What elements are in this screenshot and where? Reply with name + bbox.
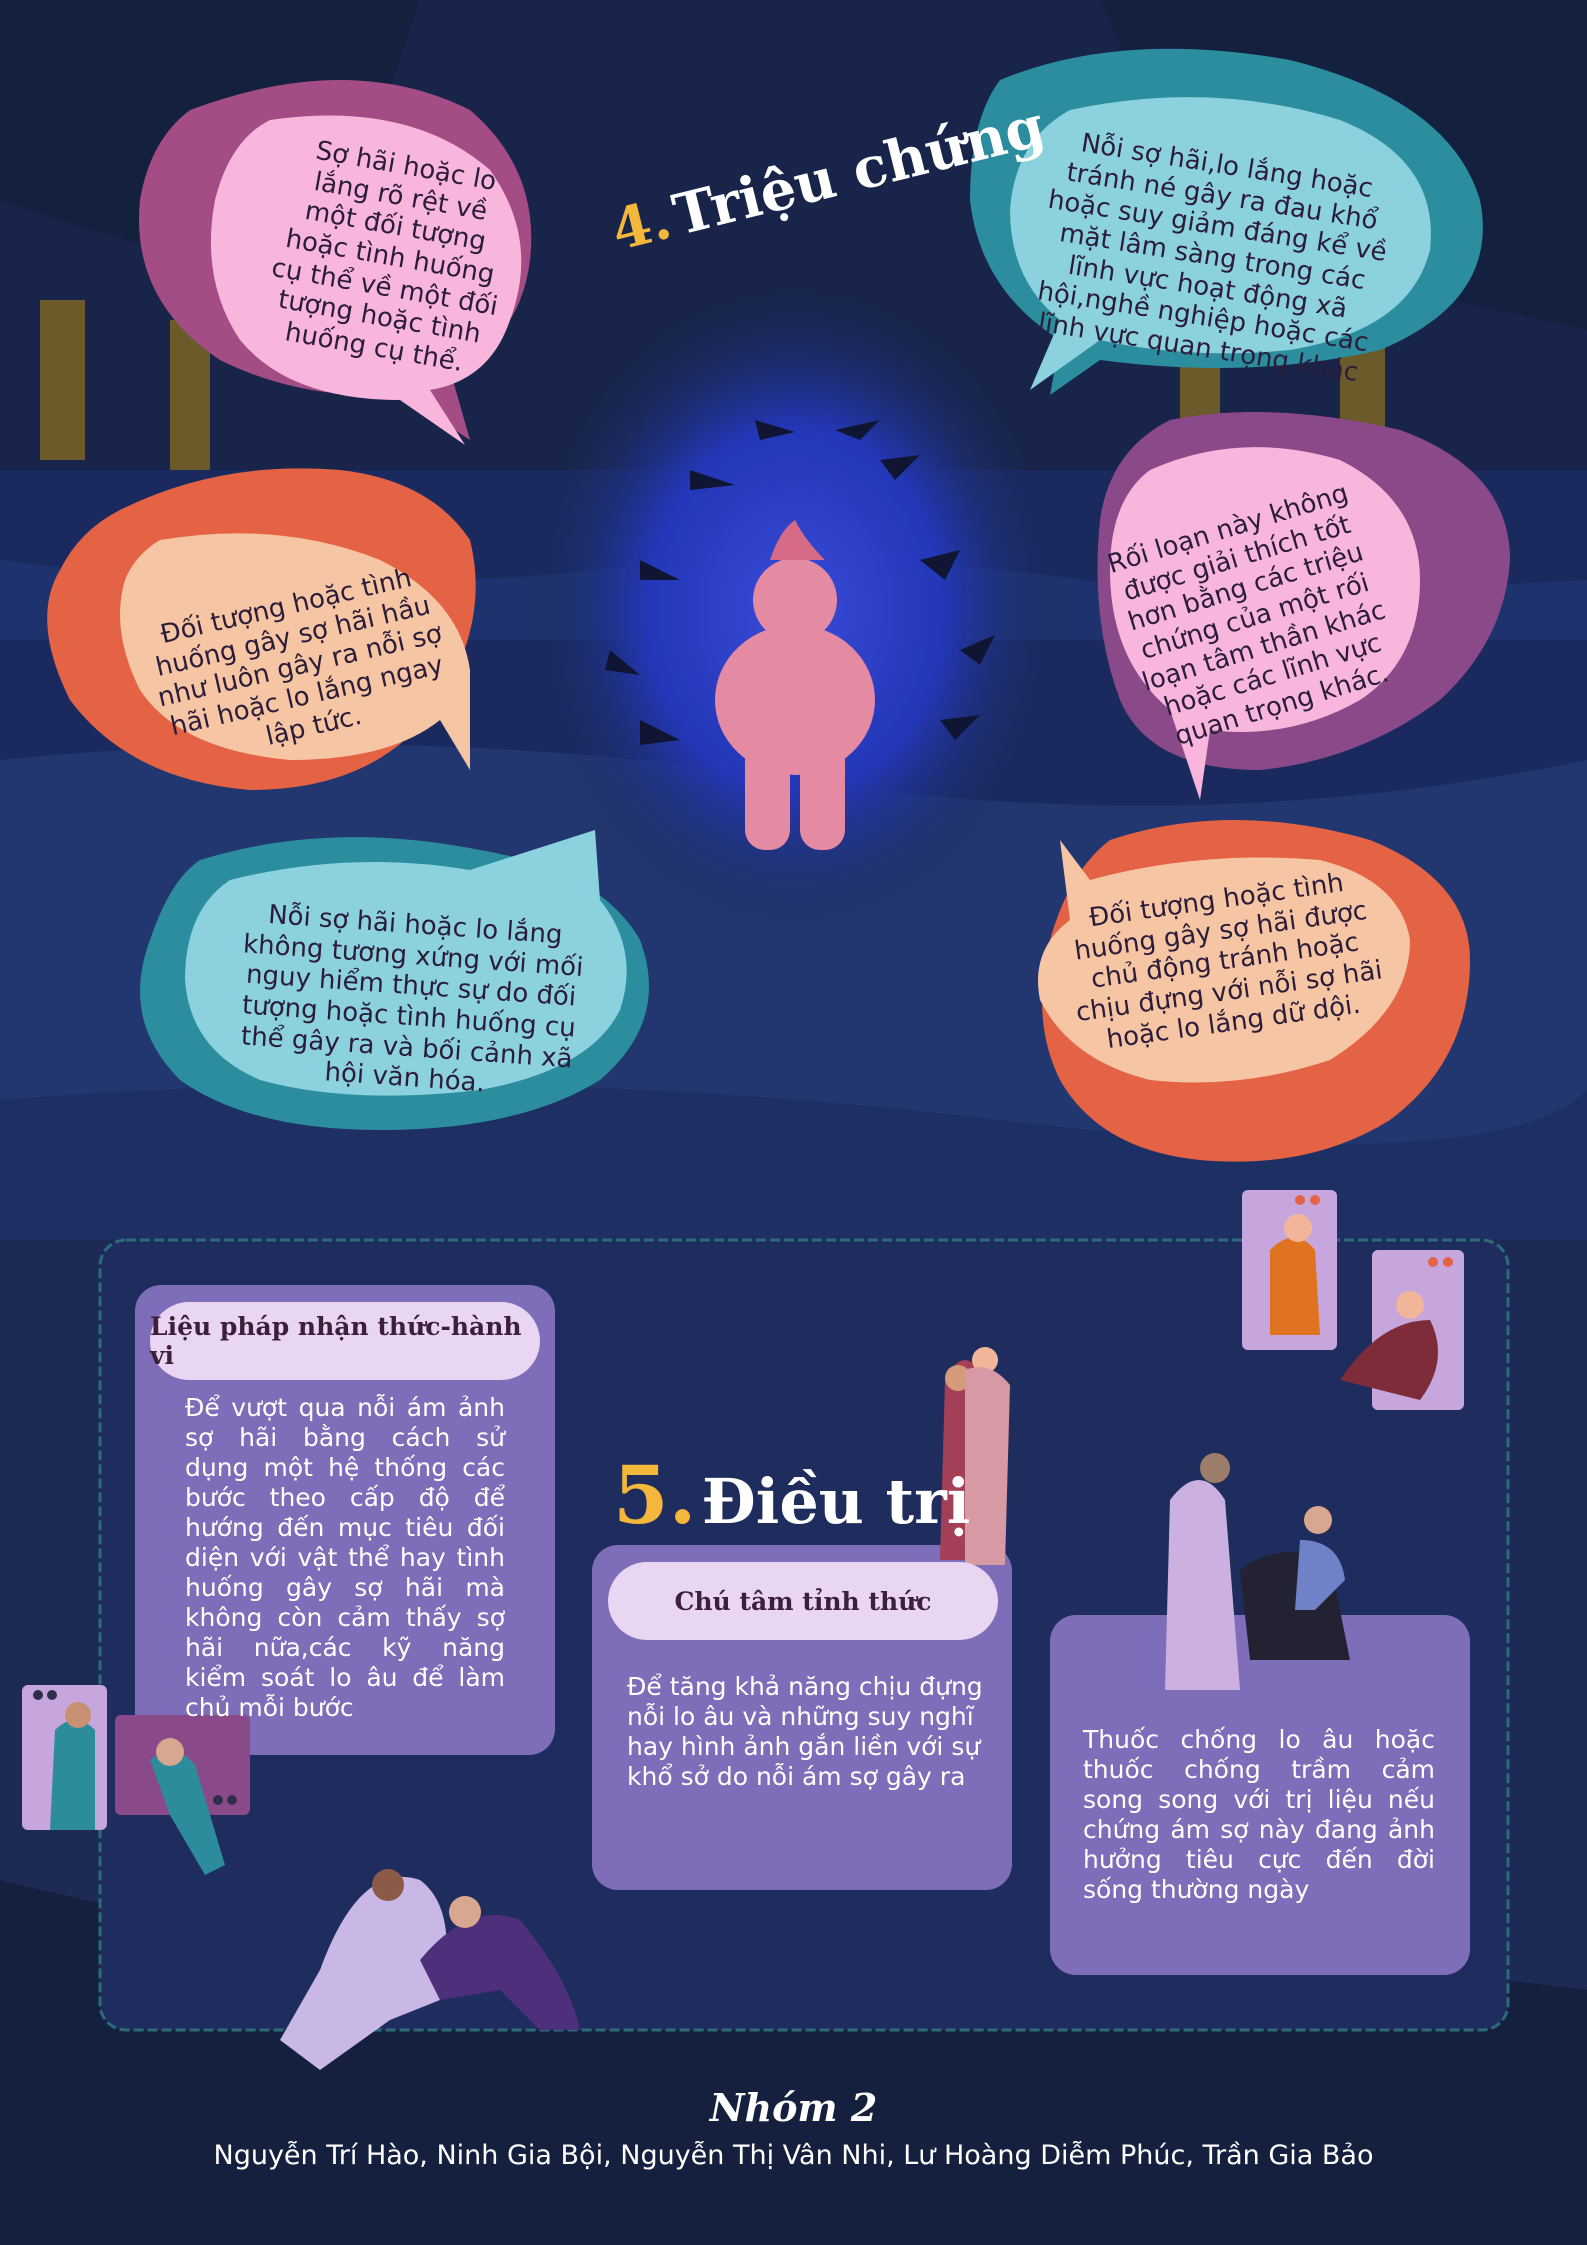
cbt-label: Liệu pháp nhận thức-hành vi	[150, 1302, 540, 1380]
sitting-pair-illustration	[280, 1869, 580, 2070]
group-members: Nguyễn Trí Hào, Ninh Gia Bội, Nguyễn Thị…	[213, 2140, 1374, 2171]
people-illustration-top-right	[1242, 1190, 1464, 1410]
treatment-title-number: 5.	[613, 1448, 697, 1542]
symptom-bubble-1: Sợ hãi hoặc lo lắng rõ rệt về một đối tư…	[269, 135, 501, 379]
mindfulness-description: Để tăng khả năng chịu đựng nỗi lo âu và …	[627, 1672, 983, 1791]
hugging-couple-illustration	[940, 1347, 1010, 1565]
treatment-title-text: Điều trị	[701, 1465, 971, 1538]
cbt-description: Để vượt qua nỗi ám ảnh sợ hãi bằng cách …	[185, 1393, 505, 1722]
medication-description: Thuốc chống lo âu hoặc thuốc chống trầm …	[1083, 1725, 1435, 1904]
group-name: Nhóm 2	[709, 2085, 878, 2130]
comforting-pair-illustration	[1165, 1453, 1350, 1690]
symptom-bubble-5: Nỗi sợ hãi hoặc lo lắng không tương xứng…	[240, 899, 585, 1099]
video-call-illustration	[22, 1685, 250, 1875]
mindfulness-label: Chú tâm tỉnh thức	[608, 1562, 998, 1640]
treatment-title: 5. Điều trị	[613, 1448, 970, 1542]
